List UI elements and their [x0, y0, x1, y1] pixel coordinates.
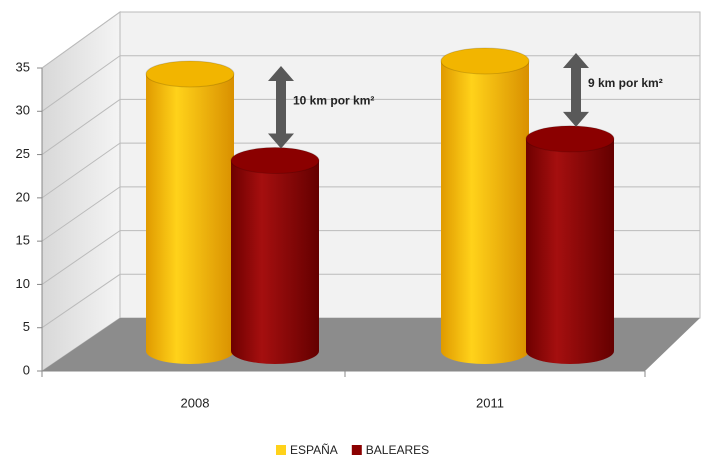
- cylinder-body: [526, 138, 614, 364]
- y-tick-label: 20: [16, 189, 30, 204]
- grid-line: [41, 11, 700, 69]
- cylinder: [525, 125, 615, 364]
- cylinder-body: [441, 60, 529, 364]
- cylinder: [440, 47, 530, 364]
- cylinder-body: [146, 73, 234, 364]
- cylinder-top: [525, 125, 615, 153]
- cylinder: [230, 147, 320, 364]
- annotation: 10 km por km²: [293, 93, 374, 107]
- x-tick-label: 2011: [476, 395, 504, 410]
- y-tick-label: 5: [23, 319, 30, 334]
- y-tick-label: 30: [16, 103, 30, 118]
- annotation: 9 km por km²: [588, 76, 663, 90]
- y-tick-label: 35: [16, 59, 30, 74]
- x-tick-label: 2008: [181, 395, 210, 410]
- legend-swatch: [276, 445, 286, 455]
- side-wall: [41, 11, 121, 372]
- legend-swatch: [351, 445, 362, 455]
- cylinder-top: [145, 60, 235, 88]
- cylinder-top: [440, 47, 530, 75]
- y-tick-label: 10: [16, 276, 30, 291]
- y-tick-label: 15: [16, 233, 30, 248]
- double-arrow: [268, 65, 294, 149]
- cylinder-body: [231, 160, 319, 364]
- y-tick-label: 0: [23, 362, 30, 377]
- y-tick-label: 25: [16, 146, 30, 161]
- cylinder-top: [230, 147, 320, 175]
- double-arrow: [563, 52, 589, 127]
- legend-label: ESPAÑA: [290, 443, 338, 457]
- cylinder: [145, 60, 235, 364]
- legend-label: BALEARES: [366, 443, 429, 457]
